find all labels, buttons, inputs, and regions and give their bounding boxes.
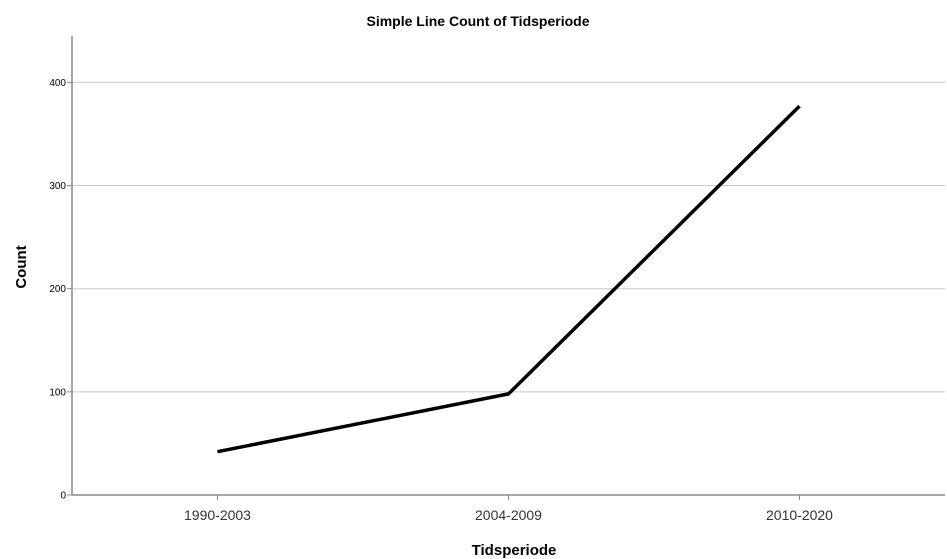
x-tick-label: 2010-2020	[766, 507, 833, 523]
y-axis-ticks: 0 100 200 300 400	[49, 78, 72, 502]
y-tick-label: 100	[49, 387, 66, 398]
x-tick-label: 2004-2009	[475, 507, 542, 523]
y-axis-title: Count	[13, 245, 30, 288]
x-tick-label: 1990-2003	[184, 507, 251, 523]
y-tick-label: 300	[49, 181, 66, 192]
x-axis-title: Tidsperiode	[472, 542, 557, 559]
y-tick-label: 200	[49, 284, 66, 295]
gridlines	[72, 81, 945, 393]
y-tick-label: 400	[49, 78, 66, 89]
y-tick-label: 0	[60, 491, 66, 502]
chart-title: Simple Line Count of Tidsperiode	[367, 13, 590, 29]
series-group	[217, 104, 801, 454]
x-axis-ticks: 1990-2003 2004-2009 2010-2020	[184, 495, 833, 523]
series-line	[217, 104, 801, 454]
